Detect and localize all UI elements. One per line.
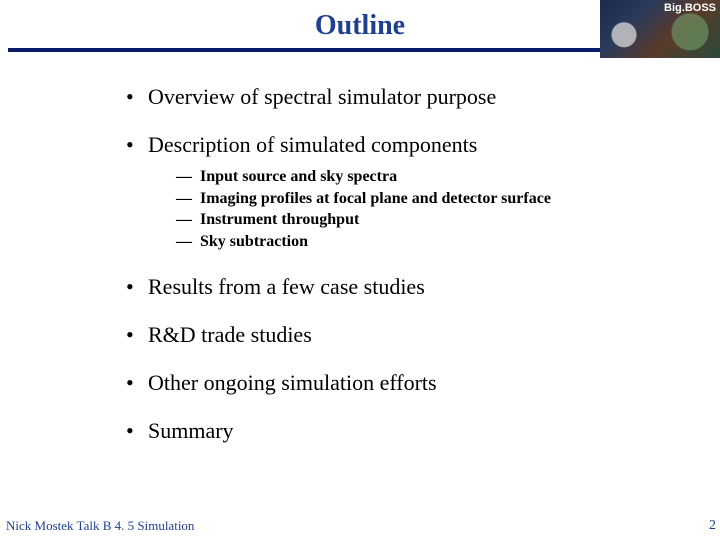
sub-bullet-item: Sky subtraction <box>176 231 720 253</box>
slide-content: Overview of spectral simulator purpose De… <box>0 60 720 444</box>
bullet-text: R&D trade studies <box>148 322 312 347</box>
sub-bullet-item: Instrument throughput <box>176 209 720 231</box>
page-number: 2 <box>709 518 716 534</box>
sub-bullet-item: Imaging profiles at focal plane and dete… <box>176 188 720 210</box>
bullet-item: Summary <box>120 418 720 444</box>
logo-badge: Big.BOSS <box>600 0 720 58</box>
bullet-item: Overview of spectral simulator purpose <box>120 84 720 110</box>
sub-bullet-item: Input source and sky spectra <box>176 166 720 188</box>
logo-label: Big.BOSS <box>664 2 716 14</box>
bullet-item: Results from a few case studies <box>120 274 720 300</box>
bullet-text: Overview of spectral simulator purpose <box>148 84 496 109</box>
bullet-item: Other ongoing simulation efforts <box>120 370 720 396</box>
bullet-text: Other ongoing simulation efforts <box>148 370 437 395</box>
bullet-item: R&D trade studies <box>120 322 720 348</box>
bullet-text: Description of simulated components <box>148 132 477 157</box>
bullet-list: Overview of spectral simulator purpose De… <box>120 84 720 444</box>
bullet-text: Results from a few case studies <box>148 274 425 299</box>
bullet-item: Description of simulated components Input… <box>120 132 720 252</box>
slide-header: Outline Big.BOSS <box>0 0 720 60</box>
footer-author: Nick Mostek Talk B 4. 5 Simulation <box>6 518 194 534</box>
bullet-text: Summary <box>148 418 234 443</box>
header-rule <box>8 48 620 52</box>
sub-bullet-list: Input source and sky spectraImaging prof… <box>148 166 720 252</box>
